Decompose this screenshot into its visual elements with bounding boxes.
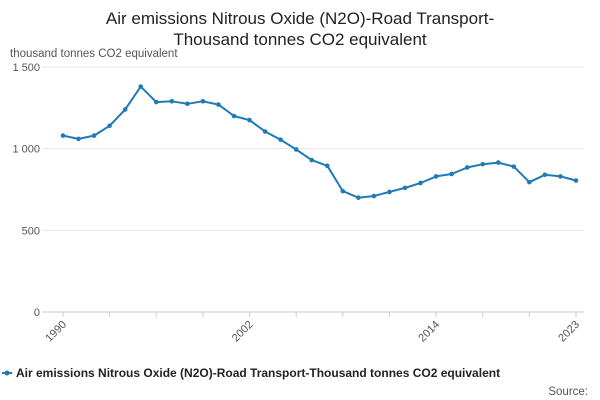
legend-label: Air emissions Nitrous Oxide (N2O)-Road T… bbox=[16, 366, 500, 380]
x-tick-label: 2023 bbox=[556, 319, 582, 345]
data-point[interactable] bbox=[495, 160, 501, 165]
data-point[interactable] bbox=[138, 84, 144, 89]
x-tick-label: 2002 bbox=[230, 319, 256, 345]
data-point[interactable] bbox=[464, 165, 470, 170]
legend-dot-marker bbox=[4, 370, 10, 376]
data-point[interactable] bbox=[216, 102, 221, 107]
data-point[interactable] bbox=[309, 157, 315, 163]
data-point[interactable] bbox=[278, 137, 283, 142]
x-axis: 1990 2002 2014 2023 bbox=[42, 311, 584, 345]
data-point[interactable] bbox=[107, 123, 112, 129]
x-tick-label: 1990 bbox=[43, 319, 69, 345]
data-point[interactable] bbox=[449, 171, 454, 177]
data-point[interactable] bbox=[542, 172, 548, 178]
chart-title-line-1: Air emissions Nitrous Oxide (N2O)-Road T… bbox=[106, 9, 494, 28]
data-point[interactable] bbox=[356, 195, 361, 200]
data-point[interactable] bbox=[153, 99, 159, 105]
data-point[interactable] bbox=[60, 133, 66, 138]
x-tick-label: 2014 bbox=[416, 319, 442, 345]
data-point[interactable] bbox=[247, 117, 252, 123]
source-label: Source: bbox=[548, 386, 588, 398]
data-point[interactable] bbox=[433, 174, 439, 179]
data-point[interactable] bbox=[511, 164, 517, 169]
data-point[interactable] bbox=[185, 101, 190, 107]
series-line bbox=[62, 85, 577, 199]
data-point[interactable] bbox=[387, 189, 392, 195]
data-point[interactable] bbox=[169, 99, 175, 104]
data-point[interactable] bbox=[573, 178, 579, 183]
data-point[interactable] bbox=[480, 161, 486, 167]
y-tick-label: 0 bbox=[34, 307, 40, 319]
y-tick-label: 1 500 bbox=[12, 62, 40, 74]
data-point[interactable] bbox=[262, 129, 268, 134]
legend: Air emissions Nitrous Oxide (N2O)-Road T… bbox=[2, 366, 500, 380]
data-point[interactable] bbox=[340, 188, 346, 194]
series-layer bbox=[60, 84, 579, 200]
data-point[interactable] bbox=[402, 185, 408, 191]
data-point[interactable] bbox=[200, 99, 206, 104]
data-point[interactable] bbox=[91, 133, 97, 138]
chart-title-line-2: Thousand tonnes CO2 equivalent bbox=[173, 30, 427, 49]
y-tick-labels: 0 500 1 000 1 500 bbox=[12, 62, 40, 319]
data-point[interactable] bbox=[231, 113, 237, 119]
grid-lines bbox=[42, 66, 584, 231]
data-point[interactable] bbox=[371, 193, 377, 199]
data-point[interactable] bbox=[293, 147, 299, 152]
y-tick-label: 1 000 bbox=[12, 144, 40, 156]
y-tick-label: 500 bbox=[22, 225, 40, 237]
data-point[interactable] bbox=[527, 179, 532, 185]
data-point[interactable] bbox=[76, 136, 81, 142]
data-point[interactable] bbox=[122, 107, 128, 112]
data-point[interactable] bbox=[558, 174, 563, 179]
y-axis-label: thousand tonnes CO2 equivalent bbox=[10, 48, 178, 60]
data-point[interactable] bbox=[324, 163, 330, 169]
data-point[interactable] bbox=[418, 180, 423, 186]
